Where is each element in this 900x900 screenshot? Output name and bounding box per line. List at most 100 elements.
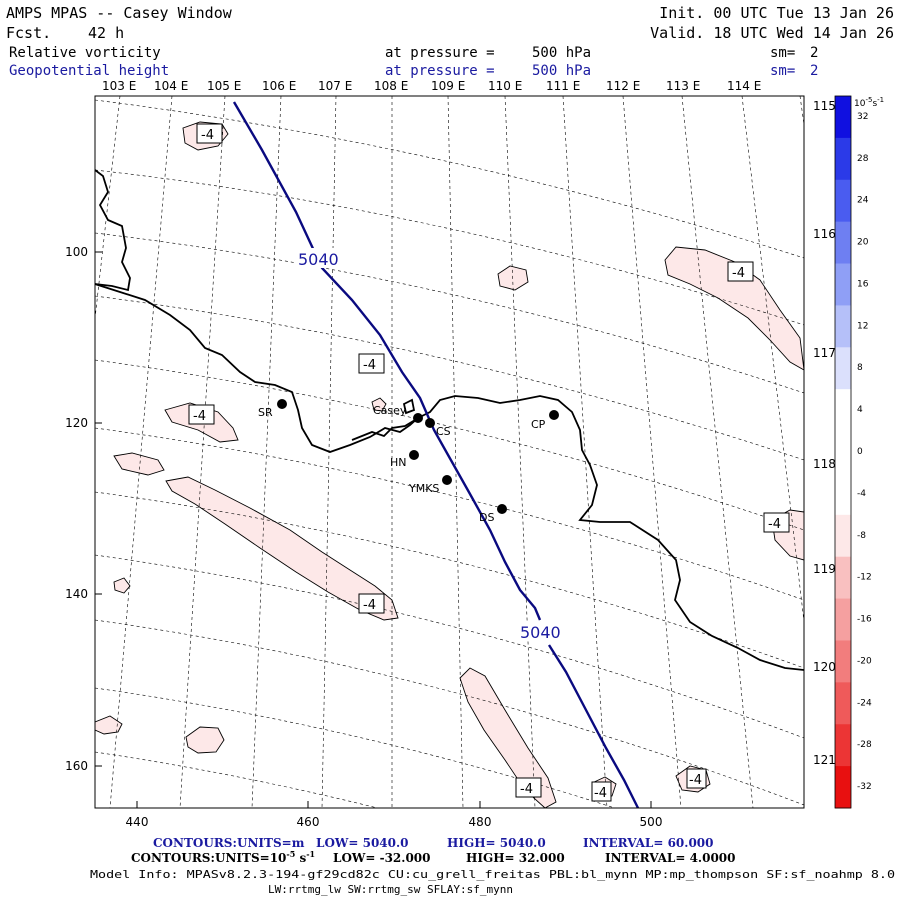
vorticity-label: -4 bbox=[689, 773, 702, 788]
forecast-hours: 42 h bbox=[88, 24, 124, 42]
field1-smooth-label: sm= bbox=[770, 45, 795, 61]
longitude-top-labels: 103 E 104 E 105 E 106 E 107 E 108 E 109 … bbox=[102, 79, 761, 93]
map-plot-area: SR Casey CS CP HN YMKS DS 5040 5040 -4 -… bbox=[95, 96, 804, 808]
vorticity-region bbox=[459, 667, 557, 808]
colorbar-cell bbox=[835, 221, 851, 265]
colorbar-level-label: 24 bbox=[857, 196, 869, 206]
station-marker bbox=[442, 475, 452, 485]
vorticity-region bbox=[371, 397, 387, 412]
height-contour-label: 5040 bbox=[520, 623, 561, 642]
colorbar-level-label: -28 bbox=[857, 740, 872, 750]
footer-contours-vorticity: CONTOURS: UNITS=10-5 s-1 LOW= -32.000 HI… bbox=[131, 849, 736, 865]
vorticity-region bbox=[95, 715, 123, 735]
contour-high: HIGH= 5040.0 bbox=[447, 836, 546, 850]
colorbar-cell bbox=[835, 598, 851, 641]
station-label: CP bbox=[531, 418, 546, 431]
vorticity-labels: -4 -4 -4 -4 -4 -4 -4 -4 -4 bbox=[188, 123, 790, 802]
vorticity-region bbox=[185, 726, 225, 754]
init-time: Init. 00 UTC Tue 13 Jan 26 bbox=[659, 4, 894, 22]
field2-smooth-label: sm= bbox=[770, 63, 795, 79]
field1-pressure-text: at pressure = bbox=[385, 45, 495, 61]
station-label: Casey bbox=[373, 404, 407, 417]
colorbar-cell bbox=[835, 556, 851, 600]
colorbar-frame bbox=[834, 95, 852, 809]
coastline bbox=[95, 169, 804, 671]
vorticity-region bbox=[113, 577, 131, 594]
colorbar-cell bbox=[835, 347, 851, 390]
colorbar-level-label: 4 bbox=[857, 405, 863, 415]
vorticity-region bbox=[497, 265, 529, 291]
colorbar-level-label: 20 bbox=[857, 238, 869, 248]
field2-header: Geopotential height at pressure = 500 hP… bbox=[9, 63, 818, 79]
lon-top-label: 114 E bbox=[727, 79, 761, 93]
colorbar-cell bbox=[835, 766, 851, 809]
colorbar-cell bbox=[835, 305, 851, 348]
height-contour-label: 5040 bbox=[298, 250, 339, 269]
vorticity-label: -4 bbox=[363, 358, 376, 373]
model-info: Model Info: MPASv8.2.3-194-gf29cd82c CU:… bbox=[90, 868, 895, 881]
colorbar-cell bbox=[835, 137, 851, 181]
colorbar-cell bbox=[835, 263, 851, 306]
colorbar-cell bbox=[835, 96, 851, 139]
lon-top-label: 107 E bbox=[318, 79, 352, 93]
field2-pressure-text: at pressure = bbox=[385, 63, 495, 79]
colorbar-cell bbox=[835, 389, 851, 432]
vorticity-region bbox=[165, 476, 399, 621]
vorticity-label: -4 bbox=[193, 409, 206, 424]
forecast-label: Fcst. bbox=[6, 24, 51, 42]
valid-time: Valid. 18 UTC Wed 14 Jan 26 bbox=[650, 24, 894, 42]
lon-top-label: 106 E bbox=[262, 79, 296, 93]
station-label: SR bbox=[258, 406, 273, 419]
station-marker bbox=[277, 399, 287, 409]
colorbar-level-label: -12 bbox=[857, 573, 872, 583]
colorbar-level-label: -16 bbox=[857, 615, 872, 625]
colorbar-cell bbox=[835, 724, 851, 767]
contour-interval: INTERVAL= 60.000 bbox=[583, 836, 714, 850]
vorticity-label: -4 bbox=[201, 128, 214, 143]
height-contour-segment bbox=[232, 101, 542, 621]
colorbar-level-label: -4 bbox=[857, 489, 866, 499]
y-tick-label: 100 bbox=[65, 245, 88, 259]
station-label: CS bbox=[436, 425, 451, 438]
station-marker bbox=[413, 413, 423, 423]
vorticity-label: -4 bbox=[363, 598, 376, 613]
stations bbox=[277, 399, 559, 514]
field1-name: Relative vorticity bbox=[9, 45, 161, 61]
colorbar: 32 28 24 20 16 12 8 4 0 -4 -8 -12 -16 -20 -24 -28 -32 10… bbox=[834, 95, 884, 809]
vorticity-label: -4 bbox=[520, 782, 533, 797]
footer-contours-height: CONTOURS: UNITS=m LOW= 5040.0 HIGH= 5040… bbox=[153, 836, 714, 850]
station-label: YMKS bbox=[408, 482, 439, 495]
colorbar-level-label: -20 bbox=[857, 656, 872, 666]
station-label: DS bbox=[479, 511, 494, 524]
field2-name: Geopotential height bbox=[9, 63, 169, 79]
colorbar-cell bbox=[835, 472, 851, 516]
station-marker bbox=[497, 504, 507, 514]
lon-top-label: 103 E bbox=[102, 79, 136, 93]
vorticity-region bbox=[113, 452, 165, 476]
vorticity-label: -4 bbox=[768, 517, 781, 532]
colorbar-cell bbox=[835, 682, 851, 725]
colorbar-level-label: 16 bbox=[857, 279, 869, 289]
x-tick-label: 480 bbox=[469, 815, 492, 829]
x-tick-label: 460 bbox=[297, 815, 320, 829]
y-axis-labels: 100 120 140 160 bbox=[65, 245, 88, 773]
footer-model-info: Model Info: MPASv8.2.3-194-gf29cd82c CU:… bbox=[90, 868, 895, 896]
colorbar-level-label: 32 bbox=[857, 112, 868, 122]
height-contour-segment bbox=[547, 644, 640, 808]
lon-top-label: 111 E bbox=[546, 79, 580, 93]
station-marker bbox=[425, 418, 435, 428]
colorbar-level-label: -32 bbox=[857, 782, 872, 792]
lon-top-label: 105 E bbox=[207, 79, 241, 93]
colorbar-level-label: 28 bbox=[857, 154, 869, 164]
axis-ticks bbox=[95, 251, 652, 808]
colorbar-cell bbox=[835, 431, 851, 474]
vorticity-label: -4 bbox=[594, 786, 607, 801]
field1-smooth-value: 2 bbox=[810, 45, 818, 61]
field2-pressure-value: 500 hPa bbox=[532, 63, 591, 79]
model-info-2: LW:rrtmg_lw SW:rrtmg_sw SFLAY:sf_mynn bbox=[268, 883, 513, 896]
contour-units: UNITS=m bbox=[237, 836, 305, 850]
contour-prefix: CONTOURS: bbox=[153, 836, 237, 850]
field1-header: Relative vorticity at pressure = 500 hPa… bbox=[9, 45, 818, 61]
station-labels: SR Casey CS CP HN YMKS DS bbox=[258, 404, 546, 524]
